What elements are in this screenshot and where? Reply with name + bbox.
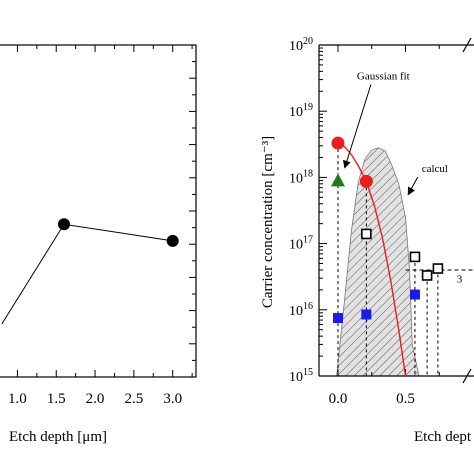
right-y-axis-label: Carrier concentration [cm⁻³] xyxy=(260,136,276,308)
data-point-open-square xyxy=(421,270,433,281)
right-y-tick-label: 1020 xyxy=(289,36,313,54)
right-x-tick-labels: 0.0 0.5 xyxy=(329,391,415,407)
data-point-circle xyxy=(331,136,345,150)
right-y-tick-label: 1019 xyxy=(289,102,313,120)
data-point-square xyxy=(333,313,343,324)
data-point-circle xyxy=(359,174,373,188)
calculated-profile-region xyxy=(336,147,420,377)
left-x-tick-labels: 1.0 1.5 2.0 2.5 3.0 xyxy=(8,391,182,407)
right-axis-ticks xyxy=(319,44,440,377)
data-point-square xyxy=(409,289,420,300)
right-y-tick-label: 1018 xyxy=(289,168,313,186)
annotation-label: calcul xyxy=(422,163,448,175)
right-chart: 1015 1016 1017 1018 1019 1020 0.0 0.5 Gaussian… xyxy=(260,36,474,445)
data-point-open-square xyxy=(361,228,372,240)
annotations: Gaussian fit calcul 3 xyxy=(343,71,463,285)
right-x-tick-label: 0.5 xyxy=(396,391,415,407)
left-axis-ticks xyxy=(16,44,196,378)
right-series xyxy=(331,136,444,324)
calculated-region-shape xyxy=(336,147,420,377)
left-x-tick-label: 2.5 xyxy=(125,391,144,407)
annotation-label: Gaussian fit xyxy=(357,71,410,83)
left-series-line xyxy=(1,223,173,325)
data-point-open-square xyxy=(432,263,444,274)
right-x-tick-label: 0.0 xyxy=(329,391,348,407)
annotation-arrow xyxy=(407,176,419,196)
left-data-point xyxy=(166,234,179,247)
right-y-tick-labels: 1015 1016 1017 1018 1019 1020 xyxy=(289,36,313,385)
data-point-open-square xyxy=(409,251,421,263)
left-series xyxy=(1,218,179,325)
left-data-point xyxy=(58,218,70,231)
left-x-tick-label: 2.0 xyxy=(86,391,105,407)
right-y-tick-label: 1015 xyxy=(289,367,313,385)
left-x-tick-label: 1.5 xyxy=(47,391,66,407)
annotation-label: 3 xyxy=(457,273,463,285)
left-plot-frame xyxy=(0,44,197,378)
right-plot-frame xyxy=(318,37,474,384)
left-x-axis-label: Etch depth [μm] xyxy=(9,429,107,445)
left-x-tick-label: 1.0 xyxy=(8,391,27,407)
data-point-triangle xyxy=(331,173,345,187)
left-x-tick-label: 3.0 xyxy=(163,391,182,407)
left-chart: 1.0 1.5 2.0 2.5 3.0 Etch depth [μm] xyxy=(0,44,197,445)
gaussian-fit-curve xyxy=(337,142,407,377)
right-x-axis-label: Etch dept xyxy=(414,429,472,445)
right-y-tick-label: 1017 xyxy=(289,235,313,253)
data-point-square xyxy=(361,309,372,320)
right-y-tick-label: 1016 xyxy=(289,301,313,319)
annotation-arrow xyxy=(343,84,372,169)
